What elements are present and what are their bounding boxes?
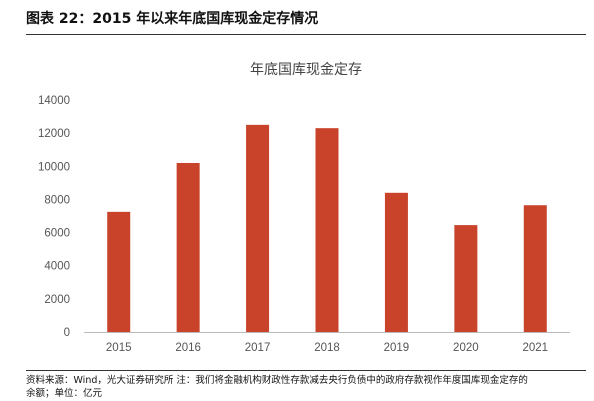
figure-header: 图表 22：2015 年以来年底国库现金定存情况: [26, 8, 586, 35]
y-tick-label: 2000: [44, 294, 70, 306]
figure-footer: 资料来源：Wind，光大证券研究所 注：我们将金融机构财政性存款减去央行负债中的…: [26, 370, 586, 400]
y-tick-label: 0: [64, 327, 70, 339]
bar-2019: [384, 192, 408, 332]
source-note-line1: 资料来源：Wind，光大证券研究所 注：我们将金融机构财政性存款减去央行负债中的…: [26, 375, 528, 386]
figure-title: 图表 22：2015 年以来年底国库现金定存情况: [26, 11, 319, 27]
y-axis-ticks: 0 2000 4000 6000 8000 10000 12000 14000: [38, 95, 70, 339]
bar-2015: [107, 211, 131, 332]
y-tick-label: 10000: [38, 161, 70, 173]
bar-chart: 年底国库现金定存 0 2000 4000 6000 8000 10000 12000 1400…: [38, 62, 570, 354]
bar-series: [107, 124, 547, 332]
y-tick-label: 6000: [44, 228, 70, 240]
bar-2020: [454, 225, 478, 332]
bar-2018: [315, 128, 339, 332]
y-tick-label: 4000: [44, 261, 70, 273]
source-note-line2: 余额；单位：亿元: [26, 388, 103, 399]
x-tick-label: 2018: [314, 342, 340, 354]
bar-2016: [176, 162, 200, 332]
y-tick-label: 8000: [44, 194, 70, 206]
y-tick-label: 12000: [38, 128, 70, 140]
x-tick-label: 2019: [384, 342, 410, 354]
x-tick-label: 2017: [245, 342, 271, 354]
bar-2021: [523, 205, 547, 332]
y-tick-label: 14000: [38, 95, 70, 107]
x-tick-label: 2016: [175, 342, 201, 354]
bar-2017: [246, 124, 270, 332]
chart-title: 年底国库现金定存: [250, 62, 362, 78]
x-tick-label: 2015: [106, 342, 132, 354]
x-tick-label: 2021: [522, 342, 548, 354]
x-axis-ticks: 2015 2016 2017 2018 2019 2020 2021: [106, 342, 548, 354]
x-tick-label: 2020: [453, 342, 479, 354]
